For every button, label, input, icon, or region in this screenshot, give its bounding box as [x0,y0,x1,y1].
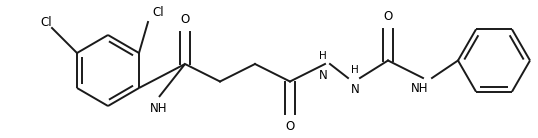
Text: Cl: Cl [40,15,52,29]
Text: N: N [318,69,328,82]
Text: Cl: Cl [152,6,164,19]
Text: O: O [180,13,189,26]
Text: O: O [384,10,393,22]
Text: NH: NH [150,102,168,115]
Text: N: N [351,83,359,96]
Text: NH: NH [411,82,429,95]
Text: H: H [351,65,359,75]
Text: O: O [285,120,295,132]
Text: H: H [319,51,327,61]
